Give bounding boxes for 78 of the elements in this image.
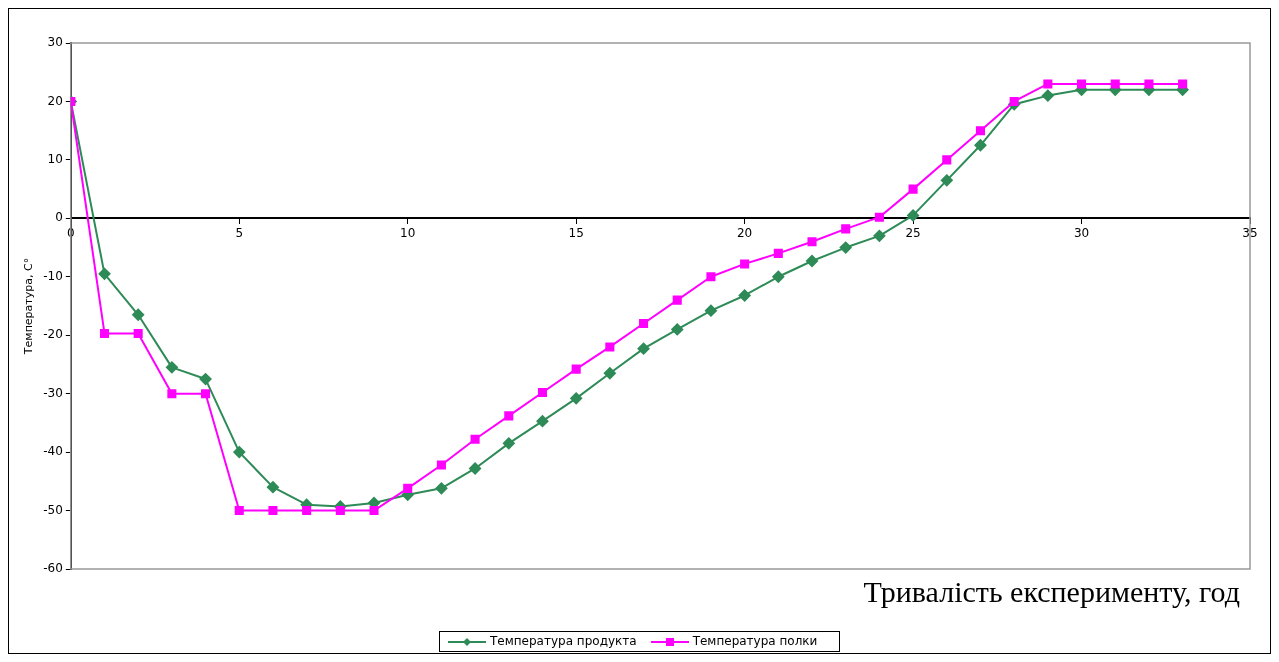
point	[470, 434, 480, 444]
point	[605, 342, 615, 352]
point	[98, 267, 111, 280]
point	[435, 482, 448, 495]
legend-label: Температура полки	[692, 634, 818, 648]
point	[975, 126, 985, 136]
point	[199, 373, 212, 386]
y-tick-label: -30	[43, 385, 63, 400]
y-tick-label: 0	[55, 210, 63, 225]
point	[874, 212, 884, 222]
y-tick-label: 30	[47, 35, 63, 50]
point	[907, 209, 920, 222]
point	[234, 506, 244, 516]
x-tick-label: 35	[1242, 225, 1258, 240]
point	[738, 289, 751, 302]
point	[603, 367, 616, 380]
point	[672, 295, 682, 305]
x-tick-label: 25	[905, 225, 921, 240]
point	[740, 259, 750, 269]
point	[233, 446, 246, 459]
point	[974, 139, 987, 152]
point	[1110, 79, 1120, 89]
x-tick-label: 15	[568, 225, 584, 240]
legend-label: Температура продукта	[490, 634, 637, 648]
y-tick-label: -10	[43, 268, 63, 283]
point	[841, 224, 851, 234]
point	[302, 506, 312, 516]
point	[873, 229, 886, 242]
point	[806, 255, 819, 267]
point	[671, 323, 684, 336]
point	[504, 411, 514, 421]
point	[839, 241, 852, 254]
point	[502, 437, 515, 450]
point	[1009, 96, 1019, 106]
point	[637, 342, 650, 355]
x-tick-label: 20	[736, 225, 753, 240]
point	[369, 506, 379, 516]
point	[942, 155, 952, 165]
point	[1144, 79, 1154, 89]
point	[268, 506, 278, 516]
y-tick-label: 20	[47, 93, 63, 108]
point	[639, 319, 649, 329]
point	[201, 389, 211, 399]
point	[940, 174, 953, 187]
x-tick-label: 5	[235, 225, 244, 240]
point	[403, 483, 413, 493]
point	[706, 272, 716, 282]
y-tick-label: -40	[43, 444, 63, 459]
y-tick-label: -20	[43, 327, 63, 342]
point	[807, 237, 817, 247]
point	[436, 460, 446, 470]
point	[570, 392, 583, 405]
point	[469, 462, 482, 475]
point	[536, 415, 549, 428]
point	[537, 387, 548, 398]
y-tick-label: 10	[47, 152, 63, 167]
point	[133, 328, 143, 338]
point	[266, 481, 279, 494]
x-tick-label: 10	[400, 225, 416, 240]
point	[335, 506, 345, 516]
y-axis-title: Температура, С°	[22, 257, 36, 356]
point	[1077, 79, 1087, 89]
x-tick-label: 30	[1073, 225, 1090, 240]
point	[773, 248, 783, 258]
point	[1178, 79, 1188, 89]
point	[1043, 79, 1053, 89]
point	[167, 389, 177, 399]
point	[99, 328, 110, 338]
point	[1041, 89, 1054, 102]
point	[908, 184, 918, 194]
point	[772, 270, 785, 283]
y-tick-label: -50	[43, 502, 63, 517]
x-axis-title: Тривалість експерименту, год	[863, 575, 1240, 609]
point	[132, 308, 145, 321]
point	[571, 364, 581, 374]
y-tick-label: -60	[43, 561, 63, 576]
point	[704, 304, 717, 317]
point	[165, 361, 178, 374]
